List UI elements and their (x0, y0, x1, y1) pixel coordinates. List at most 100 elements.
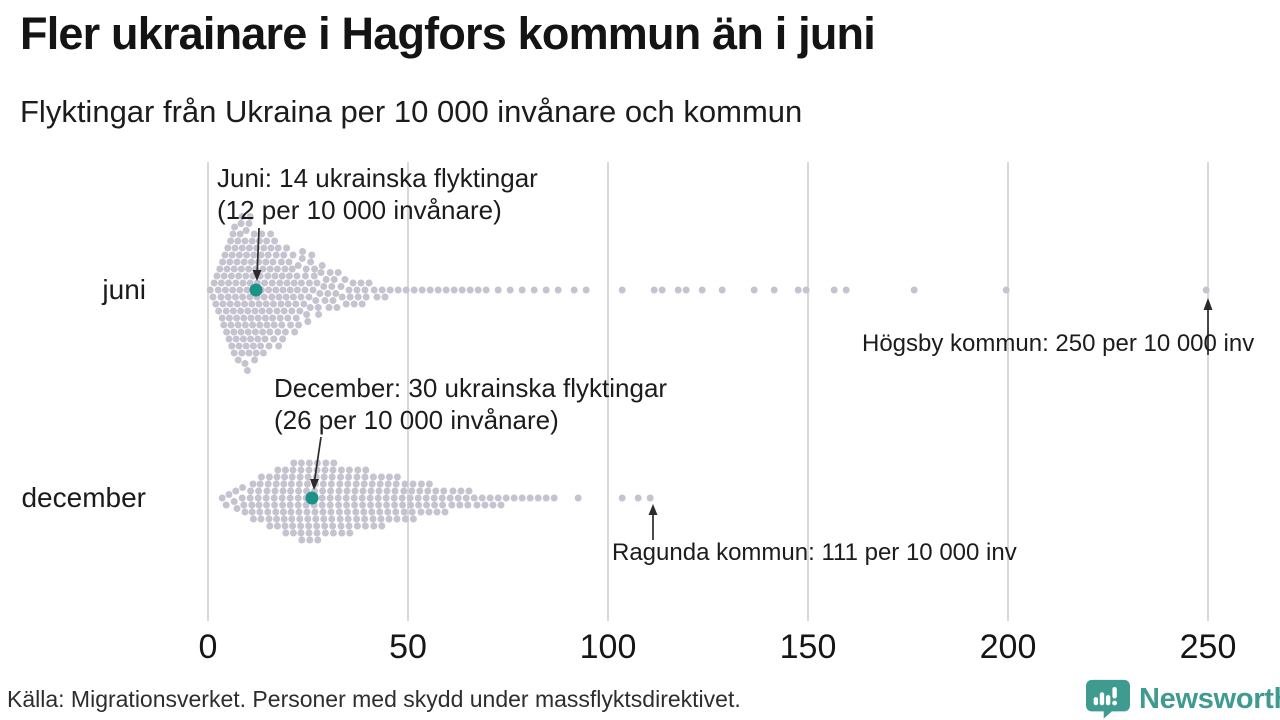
swarm-dot-juni (238, 349, 246, 357)
swarm-dot-december (303, 487, 311, 495)
swarm-dot-juni (275, 293, 283, 301)
swarm-dot-juni (718, 286, 726, 294)
swarm-dot-december (318, 494, 326, 502)
swarm-dot-december (264, 480, 272, 488)
swarm-dot-juni (674, 286, 682, 294)
swarm-dot-december (257, 515, 265, 523)
swarm-dot-december (310, 501, 318, 509)
swarm-dot-juni (235, 272, 243, 280)
swarm-dot-juni (217, 293, 225, 301)
swarm-dot-december (470, 494, 478, 502)
swarm-dot-december (328, 473, 336, 481)
row-label-juni: juni (102, 274, 146, 305)
swarm-dot-juni (1202, 286, 1210, 294)
swarm-dot-juni (542, 286, 550, 294)
swarm-dot-december (400, 487, 408, 495)
swarm-dot-juni (286, 286, 294, 294)
swarm-dot-december (351, 501, 359, 509)
swarm-dot-juni (236, 230, 244, 238)
swarm-dot-juni (277, 258, 285, 266)
swarm-dot-december (449, 487, 457, 495)
arrow-juni-highlight (252, 227, 262, 281)
swarm-dot-juni (260, 293, 268, 301)
swarm-dot-december (311, 508, 319, 516)
swarm-dot-juni (245, 349, 253, 357)
swarm-dot-juni (314, 304, 322, 311)
swarm-dot-juni (223, 328, 231, 336)
swarm-dot-juni (554, 286, 562, 294)
swarm-dot-december (298, 536, 306, 544)
swarm-dot-juni (296, 307, 304, 315)
swarm-dot-juni (271, 272, 279, 280)
swarm-dot-juni (337, 283, 345, 290)
swarm-dot-juni (328, 283, 336, 290)
swarm-dot-juni (362, 293, 370, 301)
swarm-dot-december (391, 501, 399, 509)
swarm-dot-december (409, 480, 417, 488)
newsworthy-wordmark: Newsworthy (1139, 682, 1280, 715)
swarm-dot-juni (250, 251, 258, 259)
swarm-dot-december (406, 494, 414, 502)
swarm-dot-december (241, 508, 249, 516)
newsworthy-logo[interactable]: Newsworthy (1086, 679, 1280, 719)
swarm-dot-juni (233, 300, 241, 308)
swarm-dot-december (306, 536, 314, 544)
swarm-dot-juni (570, 286, 578, 294)
swarm-dot-december (256, 480, 264, 488)
swarm-dot-juni (283, 279, 291, 287)
swarm-dot-juni (311, 265, 319, 273)
swarm-dot-juni (270, 335, 278, 343)
swarm-dot-juni (402, 286, 410, 294)
swarm-dot-december (295, 480, 303, 488)
swarm-dot-december (383, 487, 391, 495)
swarm-dot-juni (254, 314, 262, 322)
swarm-dot-juni (249, 272, 257, 280)
swarm-dot-december (321, 466, 329, 474)
swarm-dot-december (481, 501, 489, 509)
swarm-dot-december (297, 459, 305, 467)
swarm-dot-juni (285, 272, 293, 280)
swarm-dot-december (319, 480, 327, 488)
swarm-dot-december (273, 522, 281, 530)
swarm-dot-december (335, 508, 343, 516)
swarm-dot-juni (361, 286, 369, 294)
swarm-dot-december (422, 494, 430, 502)
swarm-dot-december (361, 522, 369, 530)
swarm-dot-juni (230, 265, 238, 273)
swarm-dot-juni (218, 314, 226, 322)
swarm-dot-december (344, 515, 352, 523)
swarm-dot-juni (394, 286, 402, 294)
swarm-dot-juni (240, 314, 248, 322)
swarm-dot-december (361, 473, 369, 481)
swarm-dot-december (303, 508, 311, 516)
swarm-dot-juni (249, 321, 257, 329)
swarm-dot-december (287, 508, 295, 516)
swarm-dot-juni (358, 300, 366, 308)
swarm-dot-juni (530, 286, 538, 294)
swarm-dot-december (322, 459, 330, 467)
swarm-dot-juni (345, 286, 353, 294)
swarm-dot-juni (300, 300, 308, 308)
swarm-dot-december (489, 501, 497, 509)
swarm-dot-juni (244, 328, 252, 336)
swarm-dot-december (377, 515, 385, 523)
swarm-dot-juni (268, 293, 276, 301)
swarm-dot-juni (228, 251, 236, 259)
swarm-dot-december (361, 515, 369, 523)
swarm-dot-juni (266, 265, 274, 273)
swarm-dot-juni (266, 328, 274, 336)
swarm-dot-juni (682, 286, 690, 294)
swarm-dot-december (336, 480, 344, 488)
swarm-dot-december (343, 487, 351, 495)
swarm-dot-juni (305, 279, 313, 287)
swarm-dot-juni (466, 286, 474, 294)
swarm-dot-juni (353, 286, 361, 294)
swarm-dot-december (320, 473, 328, 481)
swarm-dot-december (408, 508, 416, 516)
swarm-dot-december (230, 498, 238, 505)
swarm-dot-december (383, 501, 391, 509)
swarm-dot-juni (246, 279, 254, 287)
swarm-dot-juni (279, 335, 287, 343)
swarm-dot-december (297, 529, 305, 537)
swarm-dot-juni (910, 286, 918, 294)
